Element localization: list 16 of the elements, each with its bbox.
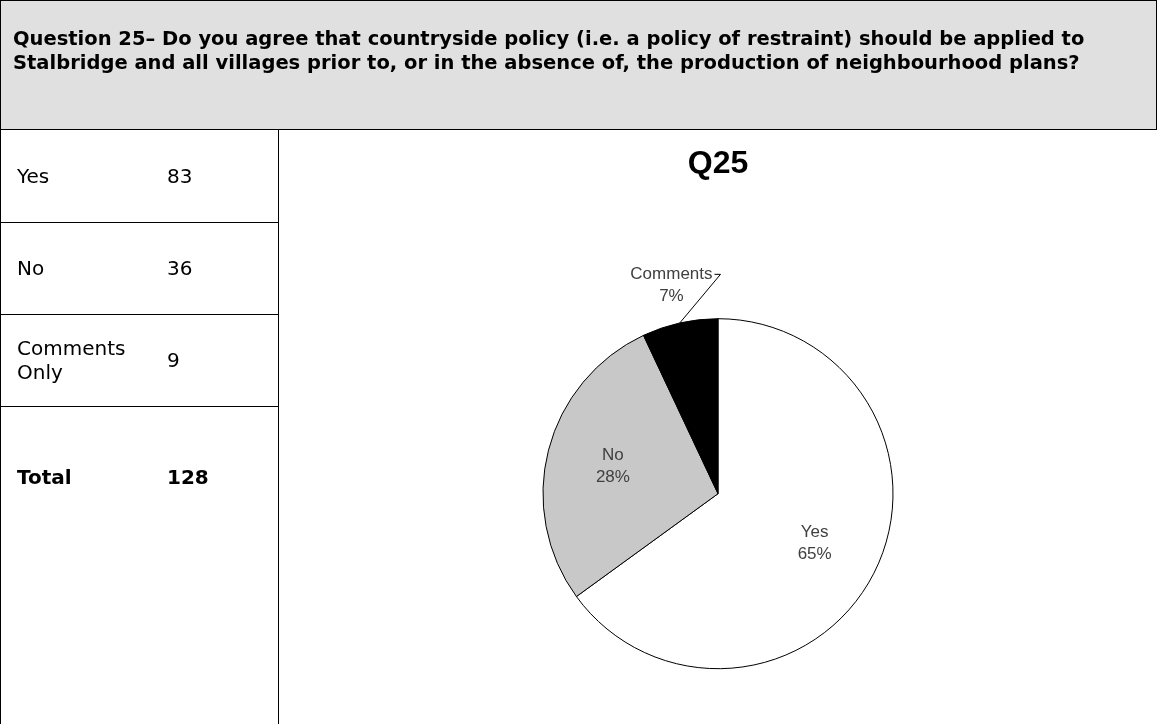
data-label: 7% xyxy=(659,286,684,306)
category-label: No xyxy=(16,256,46,280)
slice-label: No xyxy=(602,445,624,465)
slice-label: Comments xyxy=(630,264,713,284)
data-label: 128 xyxy=(166,464,210,489)
text: Question 25– Do you agree that countryside policy (i.e. a policy of restraint) should be applied to Stalbridge and all villages prior to, or in the absence of, the production of neighbourhood plans? xyxy=(12,26,1086,75)
data-label: 83 xyxy=(166,164,194,188)
slice-label: Yes xyxy=(800,521,829,541)
data-label: 28% xyxy=(595,467,630,487)
data-label: 9 xyxy=(166,348,181,372)
data-label: 65% xyxy=(797,543,832,563)
category-label: Comments Only xyxy=(16,336,127,384)
chart-title: Q25 xyxy=(687,144,749,181)
data-label: 36 xyxy=(166,256,194,280)
category-label: Yes xyxy=(16,164,51,188)
category-label: Total xyxy=(16,464,73,489)
